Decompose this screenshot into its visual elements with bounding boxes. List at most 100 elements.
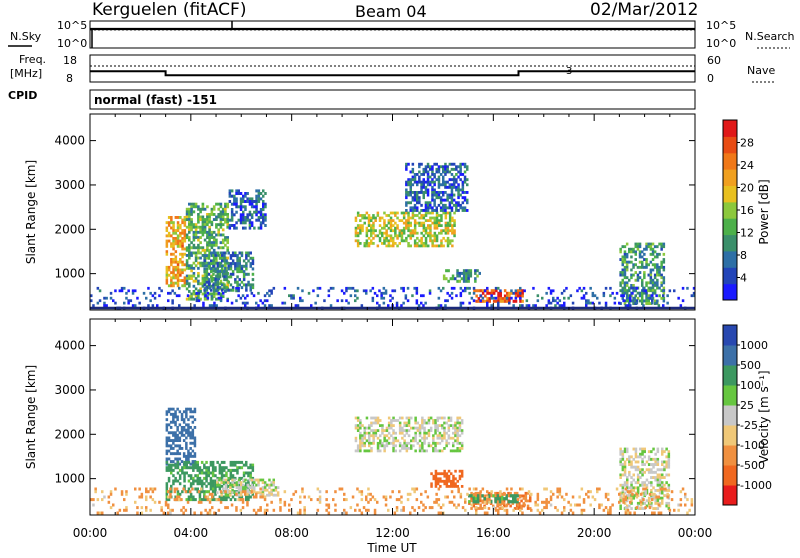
- data-cell: [197, 243, 200, 247]
- data-cell: [262, 194, 265, 198]
- data-cell: [92, 503, 95, 507]
- data-cell: [411, 178, 415, 182]
- data-cell: [218, 487, 222, 491]
- data-cell: [192, 272, 196, 275]
- data-cell: [211, 484, 215, 488]
- data-cell: [448, 206, 452, 210]
- data-cell: [520, 494, 523, 498]
- data-cell: [518, 507, 521, 510]
- data-cell: [563, 498, 566, 502]
- data-cell: [246, 503, 249, 507]
- data-cell: [181, 237, 184, 240]
- data-cell: [216, 283, 220, 287]
- data-cell: [149, 299, 152, 303]
- data-cell: [654, 501, 657, 505]
- data-cell: [460, 431, 464, 435]
- data-cell: [479, 494, 482, 498]
- data-cell: [458, 271, 461, 275]
- data-cell: [423, 429, 426, 432]
- data-cell: [165, 452, 169, 456]
- data-cell: [167, 444, 171, 448]
- data-cell: [215, 297, 218, 301]
- data-cell: [619, 499, 622, 503]
- data-cell: [645, 247, 648, 251]
- data-cell: [356, 296, 359, 300]
- data-cell: [194, 233, 198, 237]
- data-cell: [448, 193, 452, 197]
- data-cell: [165, 273, 169, 277]
- data-cell: [169, 291, 172, 295]
- data-cell: [365, 239, 369, 243]
- data-cell: [165, 495, 169, 499]
- data-cell: [216, 491, 219, 495]
- data-cell: [416, 206, 419, 210]
- data-cell: [580, 511, 584, 515]
- data-cell: [634, 452, 638, 456]
- data-cell: [626, 496, 629, 500]
- data-cell: [643, 299, 646, 303]
- data-cell: [363, 449, 366, 453]
- data-cell: [458, 474, 462, 478]
- data-cell: [409, 224, 412, 227]
- data-cell: [187, 407, 190, 411]
- data-cell: [197, 295, 200, 298]
- data-cell: [193, 511, 196, 515]
- data-cell: [214, 492, 217, 496]
- data-cell: [457, 503, 460, 507]
- data-cell: [413, 286, 416, 290]
- data-cell: [398, 231, 401, 235]
- data-cell: [629, 490, 632, 494]
- data-cell: [413, 244, 417, 248]
- data-cell: [447, 419, 451, 422]
- data-cell: [360, 511, 364, 515]
- data-cell: [410, 416, 413, 420]
- data-cell: [208, 498, 212, 502]
- data-cell: [456, 441, 459, 445]
- data-cell: [630, 276, 633, 280]
- data-cell: [359, 229, 362, 233]
- data-cell: [529, 494, 532, 498]
- data-cell: [628, 460, 631, 464]
- data-cell: [654, 478, 657, 482]
- data-cell: [185, 454, 188, 458]
- data-cell: [189, 495, 193, 499]
- data-cell: [644, 506, 647, 510]
- data-cell: [231, 468, 235, 472]
- data-cell: [107, 495, 111, 499]
- data-cell: [623, 255, 627, 259]
- data-cell: [534, 304, 537, 307]
- data-cell: [374, 216, 377, 220]
- data-cell: [223, 466, 226, 470]
- data-cell: [663, 468, 666, 472]
- data-cell: [649, 252, 653, 256]
- data-cell: [439, 506, 443, 510]
- data-cell: [434, 441, 437, 445]
- data-cell: [356, 239, 360, 243]
- data-cell: [663, 483, 666, 487]
- data-cell: [422, 226, 426, 230]
- data-cell: [405, 431, 409, 435]
- data-cell: [452, 444, 455, 448]
- data-cell: [109, 490, 113, 494]
- data-cell: [178, 474, 182, 478]
- data-cell: [191, 460, 195, 463]
- data-cell: [602, 291, 606, 295]
- data-cell: [446, 226, 450, 230]
- data-cell: [415, 289, 419, 293]
- data-cell: [519, 291, 522, 295]
- data-cell: [376, 244, 380, 248]
- data-cell: [630, 250, 633, 254]
- data-cell: [407, 434, 411, 438]
- data-cell: [185, 463, 188, 467]
- data-cell: [244, 486, 247, 489]
- data-cell: [638, 260, 642, 264]
- data-cell: [450, 500, 454, 504]
- data-cell: [416, 173, 419, 176]
- data-cell: [207, 254, 211, 258]
- data-cell: [416, 209, 419, 212]
- data-cell: [651, 299, 654, 303]
- data-cell: [443, 436, 446, 440]
- data-cell: [179, 223, 182, 227]
- data-cell: [212, 238, 216, 242]
- data-cell: [189, 436, 192, 440]
